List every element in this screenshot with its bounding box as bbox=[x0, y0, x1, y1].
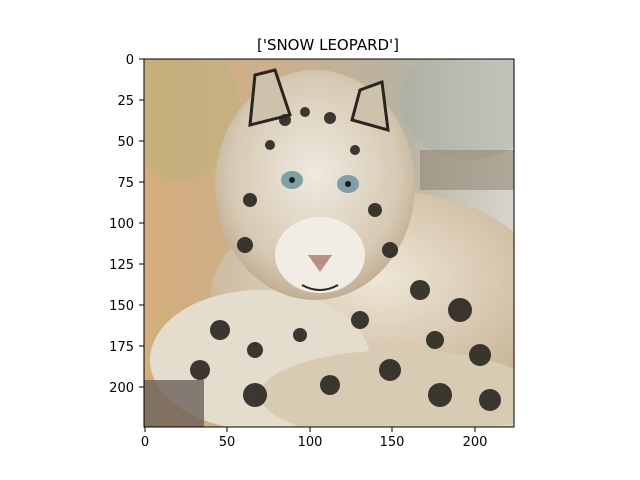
x-axis: 0 50 100 150 200 bbox=[141, 427, 488, 450]
y-tick-label: 200 bbox=[109, 381, 134, 396]
y-tick-label: 100 bbox=[109, 217, 134, 232]
x-tick-label: 0 bbox=[141, 435, 149, 450]
axes-frame bbox=[143, 58, 515, 428]
x-tick-label: 50 bbox=[219, 435, 236, 450]
x-tick-label: 200 bbox=[463, 435, 488, 450]
y-tick-label: 50 bbox=[117, 135, 134, 150]
y-tick-label: 75 bbox=[117, 176, 134, 191]
y-tick-label: 25 bbox=[117, 94, 134, 109]
leopard-photo bbox=[144, 59, 514, 427]
figure-title: ['SNOW LEOPARD'] bbox=[257, 36, 399, 54]
y-tick-label: 0 bbox=[126, 53, 134, 68]
x-tick-label: 100 bbox=[298, 435, 323, 450]
y-tick-label: 125 bbox=[109, 258, 134, 273]
y-axis: 0 25 50 75 100 125 150 175 200 bbox=[109, 53, 144, 396]
y-tick-label: 150 bbox=[109, 299, 134, 314]
x-tick-label: 150 bbox=[380, 435, 405, 450]
y-tick-label: 175 bbox=[109, 340, 134, 355]
